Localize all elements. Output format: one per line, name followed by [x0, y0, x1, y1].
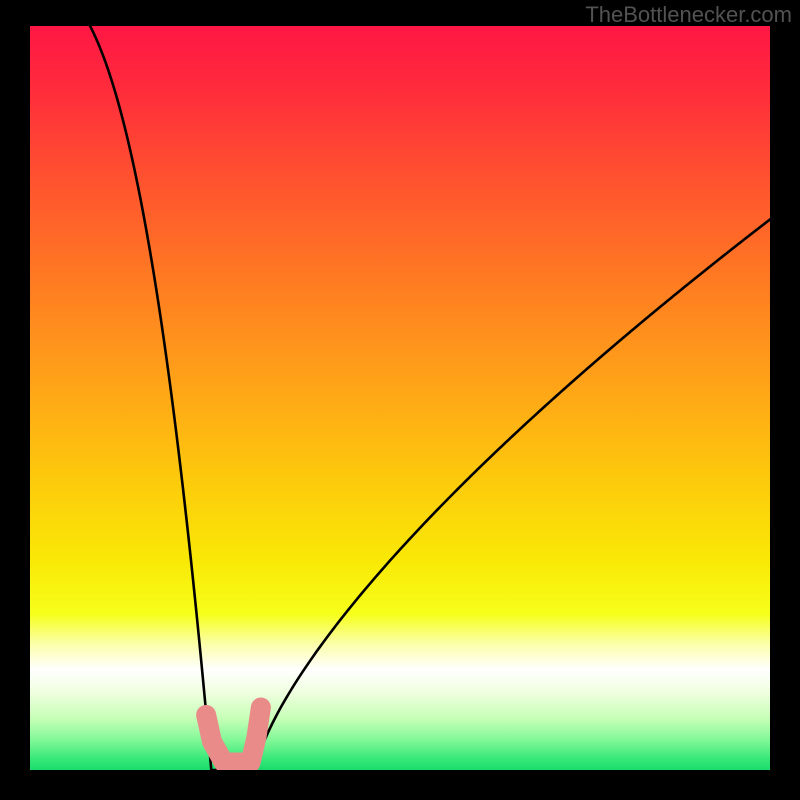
watermark-text: TheBottlenecker.com: [585, 2, 792, 28]
plot-area: [30, 26, 770, 770]
marker-point: [247, 728, 265, 746]
marker-point: [197, 706, 215, 724]
marker-point: [252, 699, 270, 717]
gradient-background: [30, 26, 770, 770]
marker-point: [203, 733, 221, 751]
chart-svg: [30, 26, 770, 770]
